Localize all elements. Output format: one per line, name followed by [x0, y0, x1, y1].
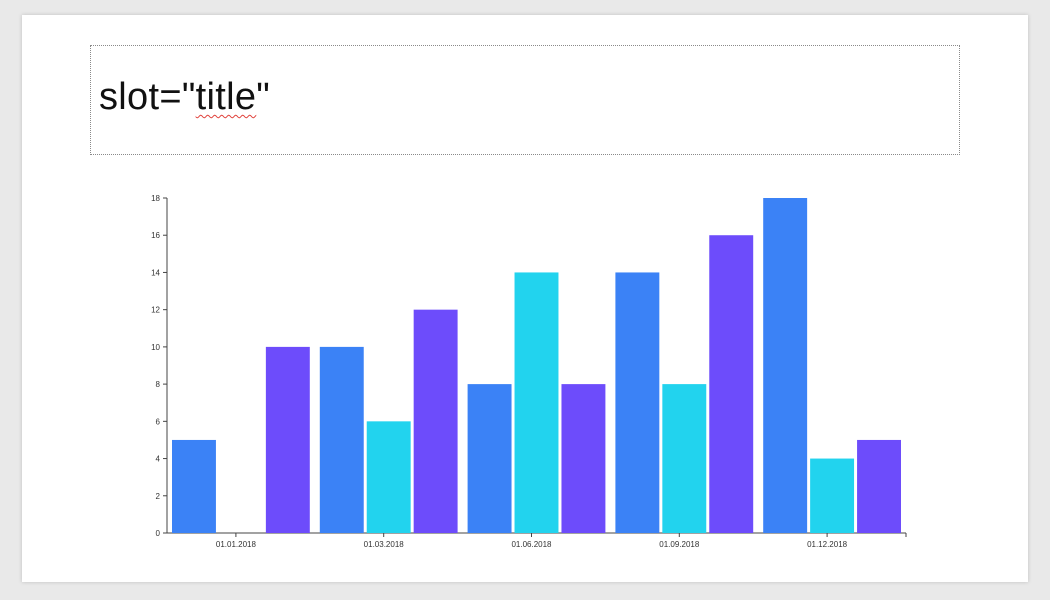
bar-chart: 0 2 4 6 8 10 12 14 16 18 01.01.2018 01.03.2018 01.06… — [151, 194, 907, 549]
bar — [514, 272, 559, 533]
x-tick-label: 01.09.2018 — [659, 540, 700, 549]
bar — [467, 384, 512, 533]
x-tick-label: 01.12.2018 — [807, 540, 848, 549]
bar — [366, 421, 411, 533]
bar — [319, 346, 364, 533]
y-tick-label: 12 — [151, 306, 160, 315]
y-tick-label: 0 — [156, 529, 161, 538]
bar — [709, 235, 754, 533]
bar — [662, 384, 707, 533]
y-tick-label: 16 — [151, 231, 160, 240]
y-tick-label: 8 — [156, 380, 161, 389]
y-tick-label: 2 — [156, 492, 161, 501]
bar — [857, 439, 901, 533]
title-placeholder[interactable]: slot="title" — [90, 45, 960, 155]
bar — [763, 198, 808, 533]
y-tick-label: 18 — [151, 194, 160, 203]
x-tick-label: 01.01.2018 — [216, 540, 257, 549]
bar — [265, 346, 310, 533]
y-tick-label: 14 — [151, 268, 160, 277]
title-word-spellcheck: title — [195, 76, 257, 118]
bar — [172, 439, 216, 533]
slide: slot="title" 0 2 4 6 8 10 12 14 16 18 01.01.2018 01… — [22, 15, 1028, 582]
chart-area: 0 2 4 6 8 10 12 14 16 18 01.01.2018 01.03.2018 01.06… — [22, 15, 1028, 582]
y-tick-label: 10 — [151, 343, 160, 352]
bar — [615, 272, 660, 533]
x-tick-label: 01.06.2018 — [511, 540, 552, 549]
x-tick-label: 01.03.2018 — [364, 540, 405, 549]
title-prefix: slot=" — [99, 76, 196, 118]
bar — [561, 384, 606, 533]
slide-title[interactable]: slot="title" — [99, 76, 270, 119]
bar — [413, 309, 458, 533]
y-tick-label: 6 — [156, 417, 161, 426]
y-tick-label: 4 — [156, 455, 161, 464]
bar — [810, 458, 855, 533]
title-suffix: " — [256, 76, 271, 118]
